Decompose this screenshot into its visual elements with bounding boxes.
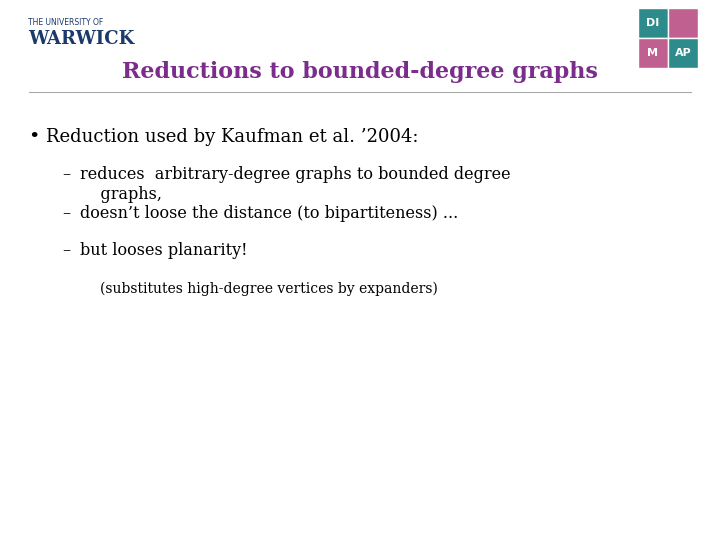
Text: –: – — [62, 205, 70, 222]
Bar — [638, 8, 668, 38]
Text: doesn’t loose the distance (to bipartiteness) ...: doesn’t loose the distance (to bipartite… — [80, 205, 458, 222]
Text: WARWICK: WARWICK — [28, 30, 134, 48]
Text: –: – — [62, 242, 70, 259]
Text: •: • — [28, 128, 40, 146]
Text: THE UNIVERSITY OF: THE UNIVERSITY OF — [28, 18, 103, 27]
Text: M: M — [647, 48, 659, 58]
Text: –: – — [62, 166, 70, 183]
Text: Reduction used by Kaufman et al. ’2004:: Reduction used by Kaufman et al. ’2004: — [46, 128, 418, 146]
Text: (substitutes high-degree vertices by expanders): (substitutes high-degree vertices by exp… — [100, 282, 438, 296]
Text: DI: DI — [647, 18, 660, 28]
Text: reduces  arbitrary-degree graphs to bounded degree
    graphs,: reduces arbitrary-degree graphs to bound… — [80, 166, 510, 202]
Bar — [638, 38, 668, 68]
Text: Reductions to bounded-degree graphs: Reductions to bounded-degree graphs — [122, 61, 598, 83]
Bar — [668, 38, 698, 68]
Text: but looses planarity!: but looses planarity! — [80, 242, 248, 259]
Bar — [668, 8, 698, 38]
Text: AP: AP — [675, 48, 691, 58]
